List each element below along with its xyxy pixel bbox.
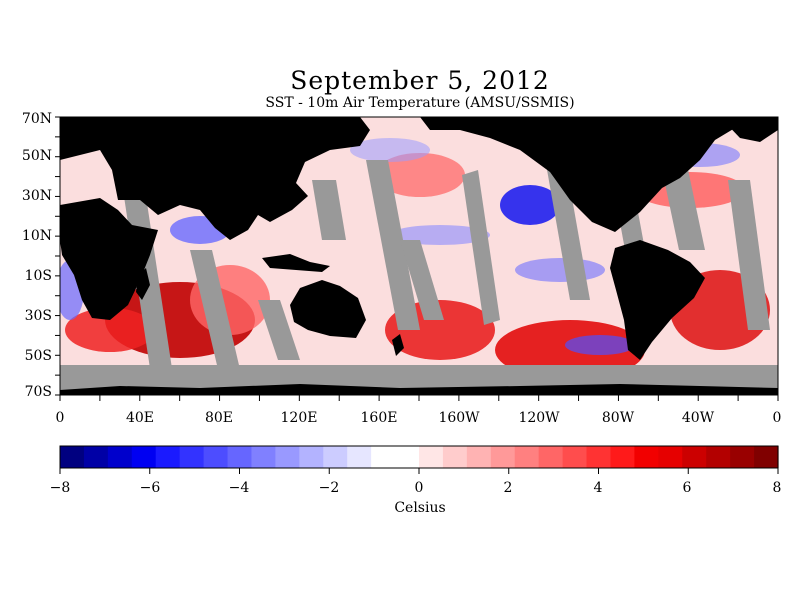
anomaly-patch <box>500 185 560 225</box>
greenland-land <box>720 117 778 142</box>
lat-label: 70S <box>24 384 52 400</box>
colorbar-swatch <box>442 446 468 468</box>
anomaly-patch <box>65 308 155 352</box>
colorbar-swatch <box>466 446 492 468</box>
colorbar-swatch <box>730 446 755 468</box>
indonesia-land <box>262 254 330 272</box>
new-zealand-land <box>392 334 404 356</box>
colorbar-swatch <box>60 446 85 468</box>
map-subtitle: SST - 10m Air Temperature (AMSU/SSMIS) <box>265 95 575 111</box>
lon-label: 160W <box>438 410 480 426</box>
colorbar-swatch <box>419 446 444 468</box>
swath <box>462 170 500 325</box>
lon-label: 160E <box>360 410 398 426</box>
colorbar-tick-label: 8 <box>772 480 782 496</box>
land-masses <box>60 117 778 395</box>
colorbar-swatch <box>634 446 659 468</box>
colorbar-swatch <box>299 446 324 468</box>
madagascar-land <box>136 268 150 300</box>
lon-label: 0 <box>772 410 782 426</box>
colorbar-swatch <box>586 446 612 468</box>
colorbar-swatch <box>251 446 276 468</box>
colorbar-swatch <box>706 446 731 468</box>
lat-label: 70N <box>21 111 52 127</box>
colorbar-swatch <box>395 446 420 468</box>
colorbar-swatch <box>514 446 540 468</box>
australia-land <box>290 280 366 338</box>
colorbar-swatch <box>275 446 300 468</box>
swath <box>190 250 246 395</box>
map-area <box>60 117 778 395</box>
africa-land <box>60 198 158 320</box>
colorbar-unit-label: Celsius <box>394 500 446 516</box>
anomaly-patch <box>565 335 635 355</box>
colorbar-tick-label: 2 <box>503 480 513 496</box>
lon-label: 80W <box>601 410 635 426</box>
lat-label: 50S <box>24 348 52 364</box>
lat-label: 50N <box>21 148 52 164</box>
lon-label: 80E <box>204 410 234 426</box>
lon-label: 0 <box>55 410 65 426</box>
colorbar-swatch <box>203 446 229 468</box>
lat-label: 30S <box>24 308 52 324</box>
colorbar-swatch <box>323 446 348 468</box>
colorbar-tick-label: −6 <box>139 480 161 496</box>
lon-label: 40E <box>125 410 155 426</box>
lat-label: 10S <box>24 268 52 284</box>
lon-label: 120E <box>280 410 318 426</box>
lat-label: 10N <box>21 228 52 244</box>
colorbar-swatch <box>107 446 133 468</box>
swath <box>728 180 770 330</box>
colorbar-tick-label: 6 <box>682 480 692 496</box>
colorbar-swatch <box>347 446 372 468</box>
colorbar-swatch <box>682 446 707 468</box>
colorbar-swatch <box>490 446 516 468</box>
lat-label: 30N <box>21 188 52 204</box>
north-america-land <box>420 117 745 232</box>
swath <box>400 240 444 320</box>
colorbar-swatch <box>562 446 588 468</box>
colorbar-tick-label: −8 <box>49 480 71 496</box>
colorbar-swatch <box>538 446 564 468</box>
map-title: September 5, 2012 <box>290 66 550 95</box>
colorbar-swatch <box>179 446 205 468</box>
colorbar-swatch <box>658 446 683 468</box>
colorbar-ticks <box>59 468 779 474</box>
map-ticks <box>55 116 779 401</box>
colorbar-tick-label: 0 <box>414 480 424 496</box>
colorbar-tick-label: −2 <box>318 480 340 496</box>
colorbar-swatch <box>610 446 635 468</box>
colorbar <box>60 446 779 468</box>
swath <box>258 300 300 360</box>
anomaly-patch <box>515 258 605 282</box>
south-america-land <box>610 240 705 360</box>
swath <box>312 180 346 240</box>
lon-label: 120W <box>518 410 560 426</box>
colorbar-tick-label: −4 <box>228 480 250 496</box>
antarctica-land <box>60 384 778 395</box>
colorbar-swatch <box>371 446 396 468</box>
eurasia-africa-land <box>60 117 370 240</box>
anomaly-patch <box>375 153 465 197</box>
colorbar-swatch <box>131 446 157 468</box>
anomaly-patch <box>350 138 430 162</box>
swath <box>366 160 420 330</box>
colorbar-swatch <box>83 446 109 468</box>
colorbar-tick-label: 4 <box>593 480 603 496</box>
colorbar-swatch <box>155 446 181 468</box>
colorbar-swatch <box>227 446 253 468</box>
colorbar-swatch <box>754 446 779 468</box>
lon-label: 40W <box>681 410 715 426</box>
